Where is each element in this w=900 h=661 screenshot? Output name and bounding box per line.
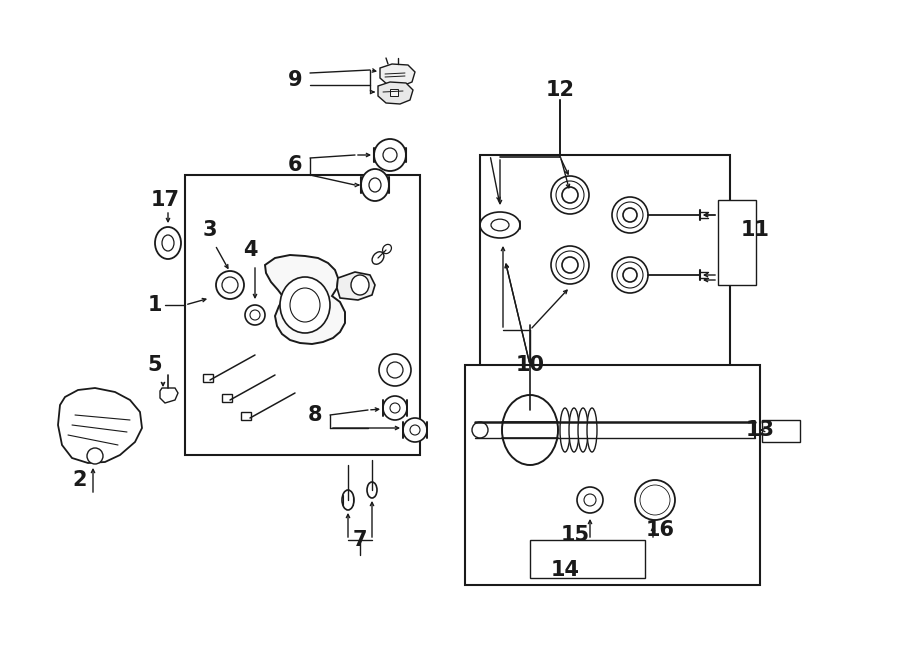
Ellipse shape — [361, 169, 389, 201]
Text: 14: 14 — [551, 560, 580, 580]
Bar — [203, 374, 213, 382]
Ellipse shape — [569, 408, 579, 452]
Ellipse shape — [382, 245, 392, 254]
Text: 5: 5 — [148, 355, 162, 375]
Ellipse shape — [222, 277, 238, 293]
Ellipse shape — [403, 418, 427, 442]
Bar — [480, 155, 730, 410]
Ellipse shape — [623, 268, 637, 282]
Ellipse shape — [280, 277, 330, 333]
Text: 11: 11 — [741, 220, 770, 240]
Ellipse shape — [551, 176, 589, 214]
Ellipse shape — [617, 202, 643, 228]
Ellipse shape — [562, 187, 578, 203]
Ellipse shape — [372, 252, 384, 264]
Polygon shape — [58, 388, 142, 463]
Ellipse shape — [584, 494, 596, 506]
Ellipse shape — [472, 422, 488, 438]
Ellipse shape — [390, 403, 400, 413]
Ellipse shape — [383, 396, 407, 420]
Ellipse shape — [290, 288, 320, 322]
Ellipse shape — [245, 305, 265, 325]
Text: 6: 6 — [288, 155, 302, 175]
Ellipse shape — [410, 425, 420, 435]
Ellipse shape — [640, 485, 670, 515]
Text: 3: 3 — [202, 220, 217, 240]
Ellipse shape — [612, 197, 648, 233]
Text: 1: 1 — [148, 295, 162, 315]
Ellipse shape — [502, 395, 558, 465]
Ellipse shape — [374, 139, 406, 171]
Ellipse shape — [560, 408, 570, 452]
Bar — [762, 420, 800, 442]
Ellipse shape — [87, 448, 103, 464]
Ellipse shape — [562, 257, 578, 273]
Ellipse shape — [612, 257, 648, 293]
Ellipse shape — [162, 235, 174, 251]
Ellipse shape — [155, 227, 181, 259]
Bar — [390, 89, 398, 96]
Polygon shape — [160, 388, 178, 403]
Polygon shape — [380, 64, 415, 86]
Ellipse shape — [587, 408, 597, 452]
Bar — [222, 394, 232, 402]
Polygon shape — [378, 82, 413, 104]
Text: 10: 10 — [516, 355, 544, 375]
Bar — [465, 365, 760, 585]
Text: 7: 7 — [353, 530, 367, 550]
Ellipse shape — [645, 490, 665, 510]
Ellipse shape — [383, 148, 397, 162]
Ellipse shape — [556, 181, 584, 209]
Bar — [185, 175, 420, 455]
Polygon shape — [337, 272, 375, 300]
Bar — [530, 540, 645, 578]
Text: 15: 15 — [561, 525, 590, 545]
Ellipse shape — [623, 208, 637, 222]
Ellipse shape — [387, 362, 403, 378]
Text: 4: 4 — [243, 240, 257, 260]
Text: 12: 12 — [545, 80, 574, 100]
Ellipse shape — [250, 310, 260, 320]
Ellipse shape — [351, 275, 369, 295]
Ellipse shape — [342, 490, 354, 510]
Ellipse shape — [480, 212, 520, 238]
Bar — [718, 200, 756, 285]
Ellipse shape — [556, 251, 584, 279]
Text: 17: 17 — [150, 190, 179, 210]
Ellipse shape — [551, 246, 589, 284]
Text: 16: 16 — [645, 520, 674, 540]
Ellipse shape — [216, 271, 244, 299]
Ellipse shape — [578, 408, 588, 452]
Ellipse shape — [635, 480, 675, 520]
Ellipse shape — [369, 178, 381, 192]
Text: 2: 2 — [73, 470, 87, 490]
Ellipse shape — [491, 219, 509, 231]
Ellipse shape — [577, 487, 603, 513]
Text: 13: 13 — [745, 420, 775, 440]
Ellipse shape — [367, 482, 377, 498]
Text: 8: 8 — [308, 405, 322, 425]
Ellipse shape — [379, 354, 411, 386]
Bar — [241, 412, 251, 420]
Text: 9: 9 — [288, 70, 302, 90]
Ellipse shape — [617, 262, 643, 288]
Polygon shape — [265, 255, 345, 344]
